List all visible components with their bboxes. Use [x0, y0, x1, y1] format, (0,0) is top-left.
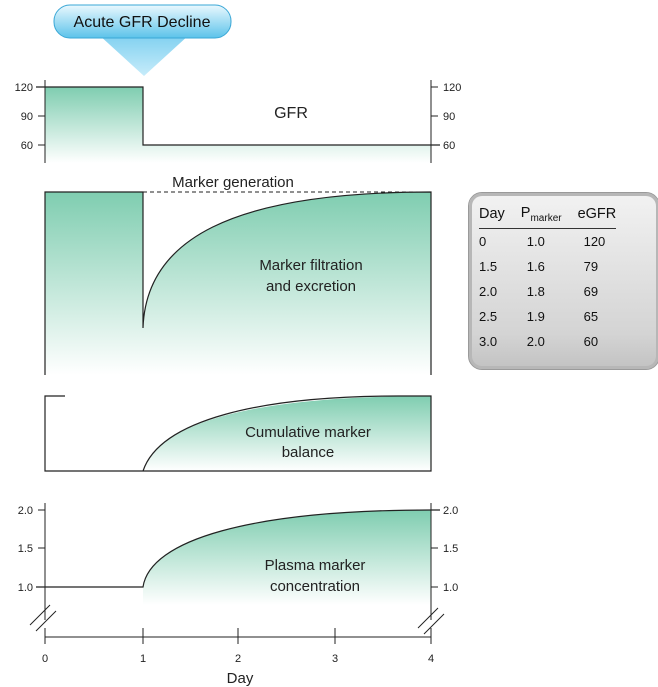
- table-cell-egfr: 120: [583, 233, 606, 249]
- filtration-label-line1: Marker filtration: [259, 257, 362, 274]
- table-row: 1.5 1.6 79: [479, 254, 616, 279]
- table-cell-egfr: 60: [583, 333, 599, 349]
- table-header-egfr: eGFR: [561, 205, 617, 229]
- table-header-day: Day: [479, 205, 505, 229]
- gfr-right-tick-label: 60: [443, 140, 455, 152]
- day-tick-label: 2: [235, 653, 241, 665]
- table-row: 0 1.0 120: [479, 228, 616, 254]
- balance-panel: Cumulative marker balance: [44, 395, 432, 472]
- table-cell-pmarker: 1.6: [526, 258, 545, 274]
- table-header-pmarker: Pmarker: [504, 205, 562, 229]
- day-axis: 0 1 2 3 4 Day: [42, 628, 434, 687]
- day-tick-label: 3: [332, 653, 338, 665]
- table-header-row: Day Pmarker eGFR: [479, 205, 617, 229]
- table-row: 2.0 1.8 69: [479, 279, 616, 304]
- balance-label-line2: balance: [282, 444, 335, 461]
- table-cell-egfr: 65: [583, 308, 599, 324]
- gfr-right-tick-label: 90: [443, 111, 455, 123]
- table-header-p: P: [520, 205, 531, 221]
- gfr-fill: [45, 87, 431, 163]
- table-cell-pmarker: 1.9: [526, 308, 545, 324]
- table-row: 2.5 1.9 65: [479, 304, 616, 329]
- plasma-fill: [143, 510, 431, 605]
- gfr-left-tick-label: 60: [21, 140, 33, 152]
- plasma-right-tick-label: 1.5: [443, 543, 458, 555]
- day-tick-label: 0: [42, 653, 48, 665]
- table-cell-pmarker: 2.0: [526, 333, 545, 349]
- day-axis-label: Day: [227, 670, 254, 687]
- day-tick-label: 4: [428, 653, 434, 665]
- table-row: 3.0 2.0 60: [479, 329, 616, 354]
- table-cell-egfr: 79: [583, 258, 599, 274]
- gfr-left-tick-label: 90: [21, 111, 33, 123]
- day-tick-label: 1: [140, 653, 146, 665]
- table-cell-day: 2.5: [479, 308, 498, 324]
- axis-break-mark: [35, 610, 57, 632]
- banner-pill: [53, 4, 232, 39]
- plasma-right-tick-label: 2.0: [443, 505, 458, 517]
- table-cell-day: 3.0: [479, 333, 498, 349]
- acute-gfr-decline-banner: Acute GFR Decline: [53, 4, 232, 76]
- egfr-table-panel: Day Pmarker eGFR 0 1.0 120 1.5 1.6 79 2.…: [468, 192, 658, 370]
- axis-break-mark: [423, 613, 445, 635]
- plasma-label-line2: concentration: [270, 578, 360, 595]
- table-cell-pmarker: 1.8: [526, 283, 545, 299]
- balance-outline: [44, 395, 432, 472]
- gfr-panel: 120 90 60 120 90 60 GFR: [15, 80, 461, 163]
- banner-label: Acute GFR Decline: [74, 14, 211, 31]
- filtration-label-line2: and excretion: [266, 278, 356, 295]
- balance-label-line1: Cumulative marker: [245, 424, 371, 441]
- filtration-before-fill: [45, 192, 143, 375]
- plasma-label-line1: Plasma marker: [265, 557, 366, 574]
- plasma-right-tick-label: 1.0: [443, 582, 458, 594]
- table-header-p-subscript: marker: [530, 212, 562, 224]
- marker-generation-label: Marker generation: [172, 174, 294, 191]
- axis-break-mark: [29, 604, 51, 626]
- gfr-left-tick-label: 120: [15, 82, 33, 94]
- gfr-panel-label: GFR: [274, 105, 308, 122]
- plasma-left-tick-label: 1.0: [18, 582, 33, 594]
- gfr-right-tick-label: 120: [443, 82, 461, 94]
- axis-break-mark: [417, 607, 439, 629]
- down-arrow-icon: [98, 34, 190, 76]
- table-cell-pmarker: 1.0: [526, 233, 545, 249]
- plasma-line: [36, 509, 440, 588]
- gfr-line: [36, 86, 440, 146]
- plasma-left-tick-label: 2.0: [18, 505, 33, 517]
- plasma-left-tick-label: 1.5: [18, 543, 33, 555]
- egfr-table: Day Pmarker eGFR 0 1.0 120 1.5 1.6 79 2.…: [479, 205, 617, 354]
- plasma-panel: 2.0 1.5 1.0 2.0 1.5 1.0 Plasma marker co…: [18, 503, 458, 635]
- filtration-panel: Marker generation Marker filtration and …: [44, 174, 432, 375]
- balance-fill: [143, 396, 431, 471]
- table-cell-day: 1.5: [479, 258, 498, 274]
- table-cell-egfr: 69: [583, 283, 599, 299]
- table-cell-day: 0: [479, 233, 487, 249]
- filtration-after-fill: [143, 192, 431, 375]
- filtration-outline: [44, 191, 432, 375]
- table-cell-day: 2.0: [479, 283, 498, 299]
